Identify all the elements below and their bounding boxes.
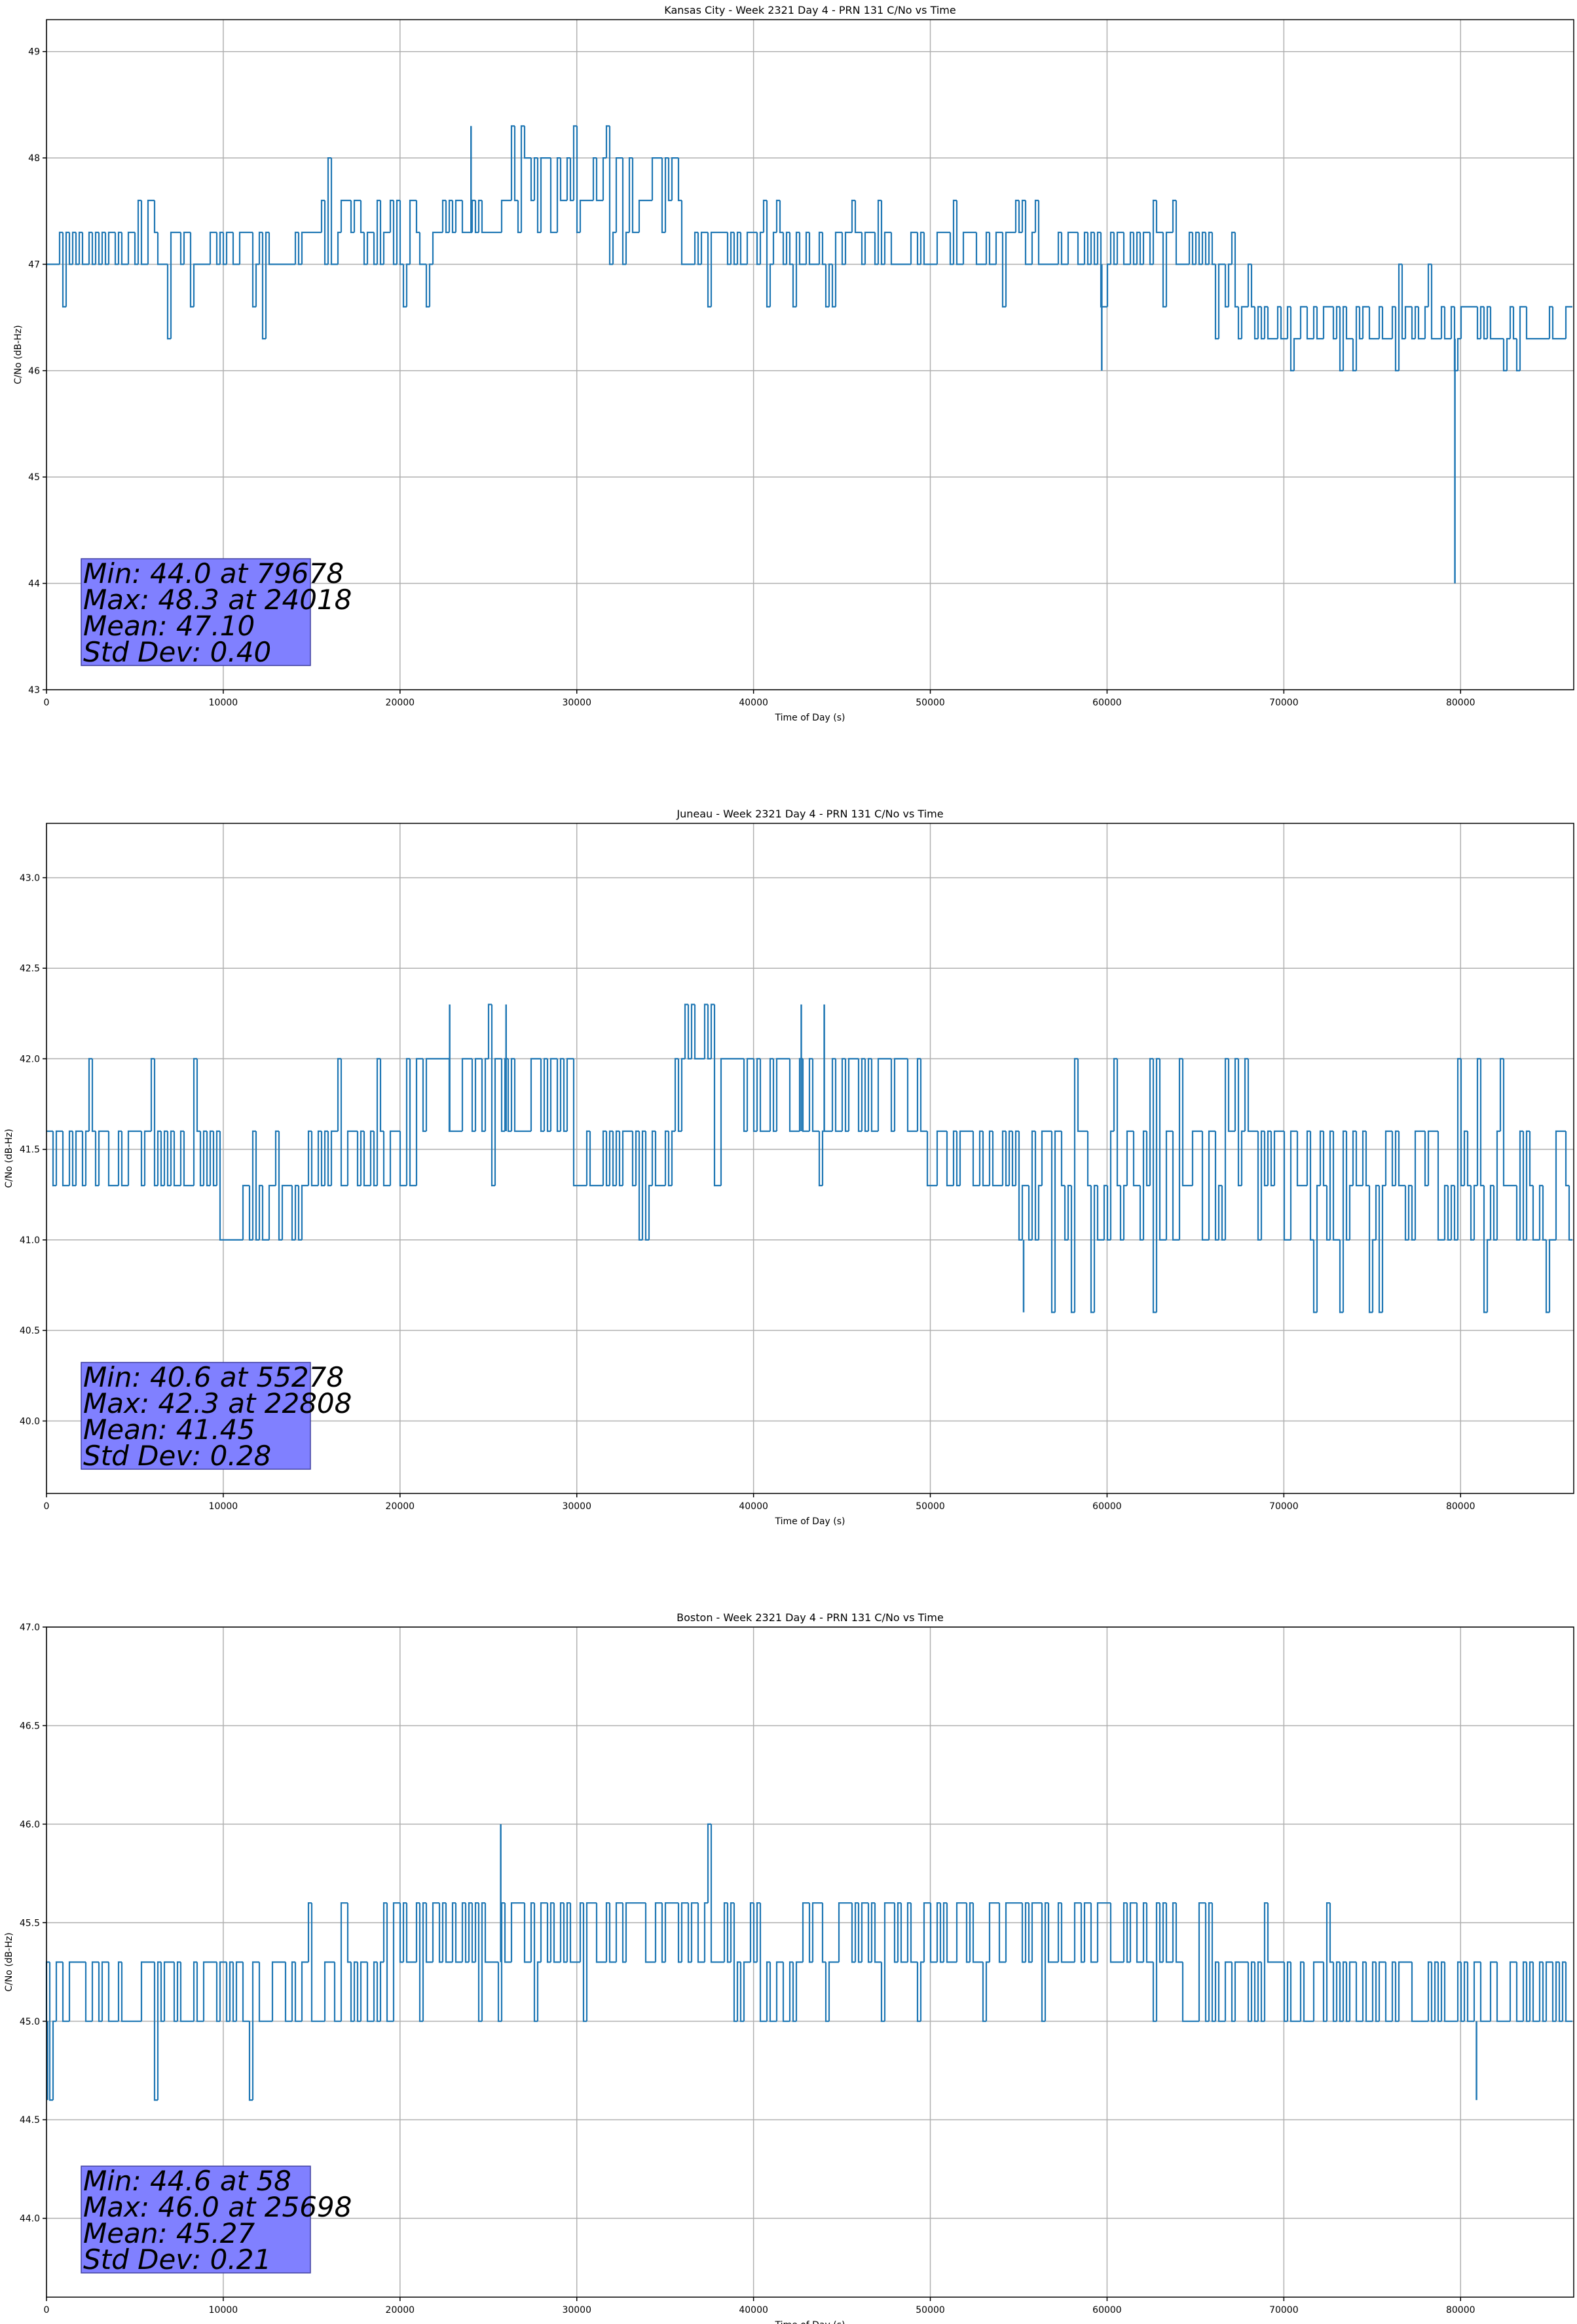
chart-2: 0 10000 20000 30000 40000 50000 60000 70000 8000… [4,808,1574,1527]
y-axis-label: C/No (dB-Hz) [13,325,24,384]
stats-box [81,558,311,666]
x-tick-label: 30000 [562,698,591,708]
stats-line: Min: 44.0 at 79678 [83,557,344,590]
y-axis-label: C/No (dB-Hz) [4,1129,14,1188]
chart-1: 0 10000 20000 30000 40000 50000 60000 70000 8000… [13,4,1574,723]
x-tick-label: 80000 [1446,2305,1475,2315]
x-tick-label: 40000 [739,2305,768,2315]
y-tick-label: 40.0 [20,1416,40,1427]
y-tick-label: 44 [28,579,40,590]
x-tick-label: 30000 [562,2305,591,2315]
stats-line: Std Dev: 0.21 [83,2243,271,2276]
y-tick-label: 47.0 [20,1622,40,1633]
y-tick-label: 46.5 [20,1721,40,1731]
y-tick-label: 47 [28,259,40,270]
x-tick-label: 50000 [916,1501,945,1512]
series-line [46,125,1572,371]
stats-line: Std Dev: 0.28 [83,1440,271,1472]
plot-frame [46,823,1574,1494]
x-tick-label: 80000 [1446,698,1475,708]
stats-box [81,1362,311,1470]
y-tick-label: 42.0 [20,1054,40,1064]
y-axis-label: C/No (dB-Hz) [4,1932,14,1991]
y-tick-label: 42.5 [20,964,40,974]
x-tick-label: 20000 [386,698,415,708]
chart-title: Kansas City - Week 2321 Day 4 - PRN 131 … [664,4,955,16]
chart-title: Juneau - Week 2321 Day 4 - PRN 131 C/No … [676,808,943,820]
x-tick-label: 20000 [386,1501,415,1512]
stats-line: Max: 48.3 at 24018 [83,584,352,616]
y-tick-label: 49 [28,47,40,58]
stats-line: Mean: 47.10 [83,610,255,642]
series-line [45,1823,1572,2101]
y-tick-label: 45.5 [20,1918,40,1928]
x-tick-label: 80000 [1446,1501,1475,1512]
y-tick-label: 46.0 [20,1820,40,1830]
x-tick-label: 40000 [739,1501,768,1512]
x-tick-label: 10000 [209,1501,238,1512]
x-tick-label: 60000 [1092,1501,1122,1512]
x-tick-label: 20000 [386,2305,415,2315]
stats-line: Max: 42.3 at 22808 [83,1387,352,1419]
stats-line: Mean: 45.27 [83,2217,255,2249]
x-axis-label: Time of Day (s) [775,2320,845,2324]
x-axis-label: Time of Day (s) [775,713,845,723]
x-tick-label: 10000 [209,2305,238,2315]
x-tick-label: 10000 [209,698,238,708]
x-tick-label: 0 [44,698,50,708]
x-tick-label: 30000 [562,1501,591,1512]
y-tick-label: 44.5 [20,2115,40,2126]
x-tick-label: 60000 [1092,2305,1122,2315]
x-tick-label: 70000 [1269,1501,1299,1512]
x-tick-label: 60000 [1092,698,1122,708]
x-tick-label: 70000 [1269,2305,1299,2315]
x-tick-label: 50000 [916,2305,945,2315]
x-tick-label: 0 [44,1501,50,1512]
plot-frame [46,1626,1574,2298]
y-tick-label: 44.0 [20,2214,40,2224]
x-tick-label: 50000 [916,698,945,708]
y-tick-label: 46 [28,366,40,377]
stats-line: Mean: 41.45 [83,1414,255,1446]
x-tick-label: 70000 [1269,698,1299,708]
x-tick-label: 0 [44,2305,50,2315]
y-tick-label: 41.5 [20,1145,40,1155]
stats-line: Min: 44.6 at 58 [83,2165,291,2197]
chart-3: 0 10000 20000 30000 40000 50000 60000 70000 8000… [4,1611,1574,2324]
y-tick-label: 45 [28,472,40,483]
y-tick-label: 41.0 [20,1235,40,1246]
series-line [46,1003,1572,1313]
y-tick-label: 45.0 [20,2017,40,2027]
stats-line: Std Dev: 0.40 [83,636,271,668]
y-tick-label: 43.0 [20,873,40,884]
stats-line: Min: 40.6 at 55278 [83,1361,344,1393]
stats-box [81,2165,311,2274]
y-tick-label: 43 [28,685,40,696]
plot-frame [46,19,1574,690]
x-axis-label: Time of Day (s) [775,1516,845,1527]
chart-title: Boston - Week 2321 Day 4 - PRN 131 C/No … [677,1611,944,1624]
stats-line: Max: 46.0 at 25698 [83,2191,352,2223]
x-tick-label: 40000 [739,698,768,708]
y-tick-label: 48 [28,153,40,164]
y-tick-label: 40.5 [20,1326,40,1336]
